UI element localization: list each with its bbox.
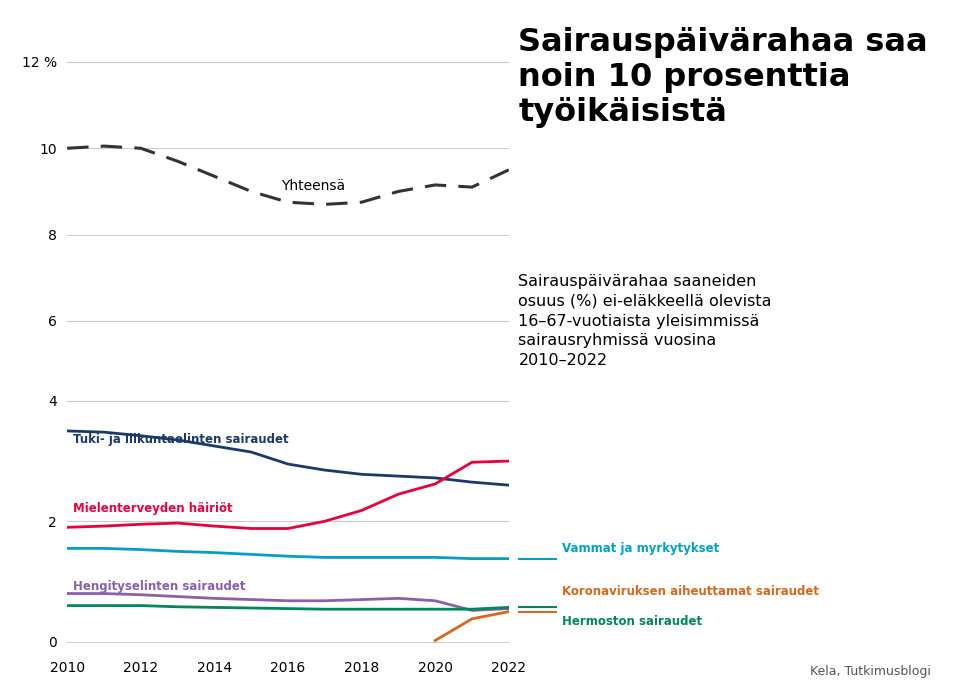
Text: Hermoston sairaudet: Hermoston sairaudet: [562, 614, 702, 627]
Text: Vammat ja myrkytykset: Vammat ja myrkytykset: [562, 542, 719, 555]
Text: Sairauspäivärahaa saa
noin 10 prosenttia
työikäisistä: Sairauspäivärahaa saa noin 10 prosenttia…: [518, 27, 928, 127]
Text: Hengityselinten sairaudet: Hengityselinten sairaudet: [73, 580, 245, 593]
Text: Koronaviruksen aiheuttamat sairaudet: Koronaviruksen aiheuttamat sairaudet: [562, 584, 819, 597]
Text: Kela, Tutkimusblogi: Kela, Tutkimusblogi: [810, 665, 931, 678]
Text: Yhteensä: Yhteensä: [280, 179, 345, 193]
Text: Tuki- ja liikuntaelinten sairaudet: Tuki- ja liikuntaelinten sairaudet: [73, 434, 288, 447]
Text: Mielenterveyden häiriöt: Mielenterveyden häiriöt: [73, 501, 232, 514]
Text: Sairauspäivärahaa saaneiden
osuus (%) ei-eläkkeellä olevista
16–67-vuotiaista yl: Sairauspäivärahaa saaneiden osuus (%) ei…: [518, 274, 772, 369]
